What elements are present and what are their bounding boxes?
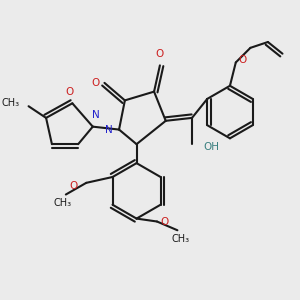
Text: O: O [160,217,168,226]
Text: O: O [65,87,74,97]
Text: CH₃: CH₃ [2,98,20,108]
Text: O: O [69,181,77,191]
Text: N: N [106,124,113,135]
Text: OH: OH [204,142,220,152]
Text: O: O [92,78,100,88]
Text: O: O [156,49,164,59]
Text: CH₃: CH₃ [54,198,72,208]
Text: O: O [239,55,247,64]
Text: N: N [92,110,100,120]
Text: CH₃: CH₃ [171,234,189,244]
